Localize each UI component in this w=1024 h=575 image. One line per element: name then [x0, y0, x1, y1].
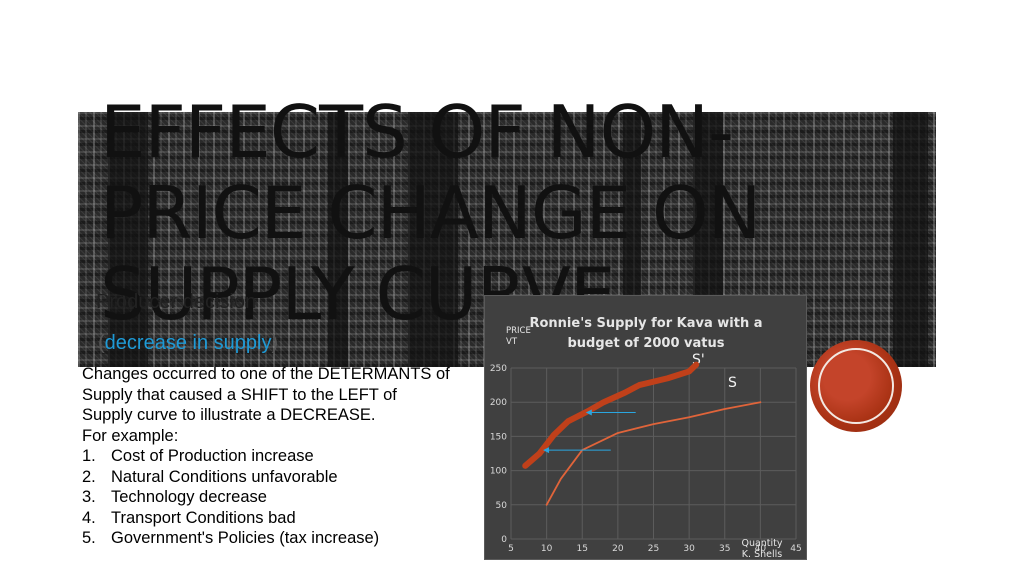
supply-curve-s-prime [522, 361, 700, 469]
list-number: 5. [82, 529, 96, 547]
decorative-circle-badge [810, 340, 902, 432]
body-line: For example: [82, 426, 179, 445]
list-number: 2. [82, 467, 96, 486]
x-tick-label: 40 [755, 544, 767, 554]
list-number: 1. [82, 447, 96, 465]
banner-texture-band [893, 112, 928, 367]
title-background-banner [78, 112, 936, 367]
x-tick-label: 30 [683, 544, 695, 554]
y-tick-label: 150 [490, 432, 507, 442]
chart-title-line1: Ronnie's Supply for Kava with a [529, 316, 762, 331]
shift-arrow-head [585, 409, 592, 416]
body-line: Supply curve to illustrate a DECREASE. [82, 406, 376, 424]
supply-curve-s [545, 401, 762, 506]
chart-title-line2: budget of 2000 vatus [567, 336, 724, 351]
paren-close: ) [271, 332, 279, 354]
list-text: Cost of Production increase [111, 447, 314, 465]
x-tick-label: 20 [612, 544, 624, 554]
body-line: Changes occurred to one of the DETERMANT… [82, 365, 450, 383]
x-tick-label: 35 [719, 544, 730, 554]
x-tick-label: 15 [577, 544, 588, 554]
list-number: 3. [82, 488, 96, 506]
paren-open: ( [98, 332, 105, 354]
badge-ring [818, 348, 894, 424]
y-tick-label: 250 [490, 364, 507, 374]
list-text: Transport Conditions bad [111, 508, 296, 527]
y-tick-label: 0 [501, 535, 507, 545]
banner-texture-band [108, 112, 148, 367]
determinants-list: 1. Cost of Production increase 2. Natural … [82, 446, 482, 549]
y-tick-label: 100 [490, 467, 507, 477]
x-tick-label: 10 [541, 544, 553, 554]
y-tick-label: 50 [496, 501, 508, 511]
producer-decision-label: Producer decision [96, 291, 257, 313]
y-axis-label-line1: PRICE [506, 326, 531, 336]
list-text: Government's Policies (tax increase) [111, 529, 380, 547]
x-tick-label: 25 [648, 544, 659, 554]
series-label-s: S [728, 375, 737, 391]
slide-body-text: Changes occurred to one of the DETERMANT… [82, 364, 482, 549]
body-line: Supply that caused a SHIFT to the LEFT o… [82, 385, 397, 404]
x-tick-label: 5 [508, 544, 514, 554]
banner-texture-band [408, 112, 458, 367]
list-number: 4. [82, 508, 96, 527]
x-axis-label-line1: Quantity [741, 538, 782, 549]
x-tick-label: 45 [790, 544, 801, 554]
shift-arrow-head [543, 447, 550, 454]
list-item: 4. Transport Conditions bad [82, 508, 482, 529]
x-axis-label-line2: K. Shells [742, 549, 782, 559]
list-text: Technology decrease [111, 488, 267, 506]
list-text: Natural Conditions unfavorable [111, 467, 338, 486]
y-tick-label: 200 [490, 398, 507, 408]
banner-texture-band [328, 112, 348, 367]
list-item: 3. Technology decrease [82, 487, 482, 508]
decrease-in-supply-label: (decrease in supply) [98, 330, 278, 356]
list-item: 5. Government's Policies (tax increase) [82, 528, 482, 549]
list-item: 1. Cost of Production increase [82, 446, 482, 467]
y-axis-label-line2: VT [506, 337, 518, 347]
list-item: 2. Natural Conditions unfavorable [82, 467, 482, 488]
supply-chart[interactable]: 45 40 35 30 25 20 15 10 5 250 200 150 100 50 0 Ronnie'… [484, 295, 807, 560]
decrease-in-supply-highlight: decrease in supply [104, 332, 272, 354]
supply-chart-svg: 45 40 35 30 25 20 15 10 5 250 200 150 100 50 0 Ronnie'… [490, 316, 802, 559]
